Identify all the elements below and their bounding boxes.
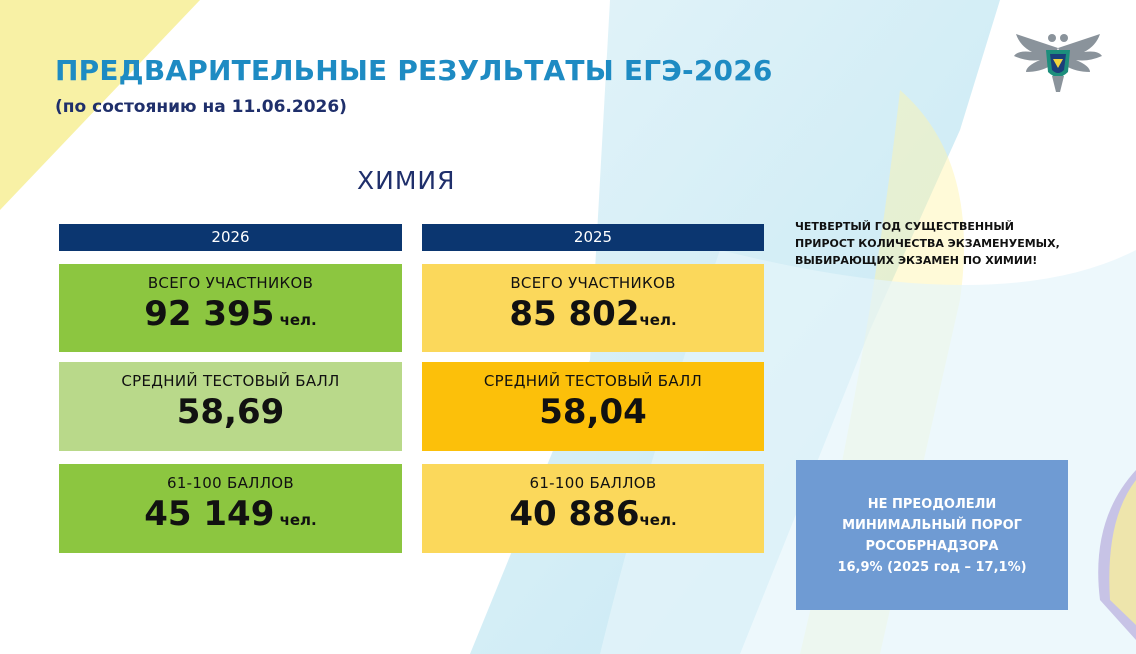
participants-card-2026: ВСЕГО УЧАСТНИКОВ 92 395 чел. [59, 264, 402, 352]
growth-note: ЧЕТВЕРТЫЙ ГОД СУЩЕСТВЕННЫЙ ПРИРОСТ КОЛИЧ… [795, 218, 1085, 269]
high-score-value-row: 40 886чел. [422, 494, 764, 534]
threshold-line: РОСОБРНАДЗОРА [865, 539, 999, 554]
high-score-value-row: 45 149 чел. [59, 494, 402, 534]
threshold-box: НЕ ПРЕОДОЛЕЛИ МИНИМАЛЬНЫЙ ПОРОГ РОСОБРНА… [796, 460, 1068, 610]
subject-title: ХИМИЯ [357, 166, 456, 195]
high-score-unit: чел. [274, 511, 317, 529]
participants-label: ВСЕГО УЧАСТНИКОВ [147, 274, 314, 292]
participants-card-2025: ВСЕГО УЧАСТНИКОВ 85 802чел. [422, 264, 764, 352]
high-score-card-2025: 61-100 БАЛЛОВ 40 886чел. [422, 464, 764, 553]
high-score-value: 45 149 [144, 494, 275, 534]
rosobrnadzor-logo-icon [1014, 34, 1102, 92]
participants-unit: чел. [274, 311, 317, 329]
yellow-arc-shape [1109, 480, 1136, 625]
year-header-2025: 2025 [422, 224, 764, 251]
avg-score-value: 58,04 [539, 392, 647, 432]
year-header-2026: 2026 [59, 224, 402, 251]
note-line: ВЫБИРАЮЩИХ ЭКЗАМЕН ПО ХИМИИ! [795, 254, 1038, 267]
participants-value-row: 92 395 чел. [59, 294, 402, 334]
participants-value: 85 802 [509, 294, 640, 334]
avg-score-card-2026: СРЕДНИЙ ТЕСТОВЫЙ БАЛЛ 58,69 [59, 362, 402, 451]
participants-value: 92 395 [144, 294, 275, 334]
note-line: ПРИРОСТ КОЛИЧЕСТВА ЭКЗАМЕНУЕМЫХ, [795, 237, 1060, 250]
page-subtitle: (по состоянию на 11.06.2026) [55, 97, 347, 117]
high-score-label: 61-100 БАЛЛОВ [529, 474, 657, 492]
avg-score-value-row: 58,69 [59, 392, 402, 432]
avg-score-card-2025: СРЕДНИЙ ТЕСТОВЫЙ БАЛЛ 58,04 [422, 362, 764, 451]
high-score-label: 61-100 БАЛЛОВ [166, 474, 294, 492]
threshold-percent: 16,9% (2025 год – 17,1%) [837, 560, 1027, 575]
threshold-line: НЕ ПРЕОДОЛЕЛИ [867, 497, 997, 512]
page-title: ПРЕДВАРИТЕЛЬНЫЕ РЕЗУЛЬТАТЫ ЕГЭ-2026 [55, 54, 773, 87]
yellow-corner-shape [0, 0, 200, 210]
high-score-value: 40 886 [509, 494, 640, 534]
high-score-unit: чел. [639, 511, 677, 529]
avg-score-value: 58,69 [176, 392, 285, 432]
threshold-line: МИНИМАЛЬНЫЙ ПОРОГ [842, 518, 1022, 533]
avg-score-label: СРЕДНИЙ ТЕСТОВЫЙ БАЛЛ [483, 372, 703, 390]
participants-label: ВСЕГО УЧАСТНИКОВ [510, 274, 676, 292]
participants-unit: чел. [639, 311, 677, 329]
high-score-card-2026: 61-100 БАЛЛОВ 45 149 чел. [59, 464, 402, 553]
avg-score-label: СРЕДНИЙ ТЕСТОВЫЙ БАЛЛ [121, 372, 340, 390]
participants-value-row: 85 802чел. [422, 294, 764, 334]
avg-score-value-row: 58,04 [422, 392, 764, 432]
note-line: ЧЕТВЕРТЫЙ ГОД СУЩЕСТВЕННЫЙ [795, 220, 1014, 233]
